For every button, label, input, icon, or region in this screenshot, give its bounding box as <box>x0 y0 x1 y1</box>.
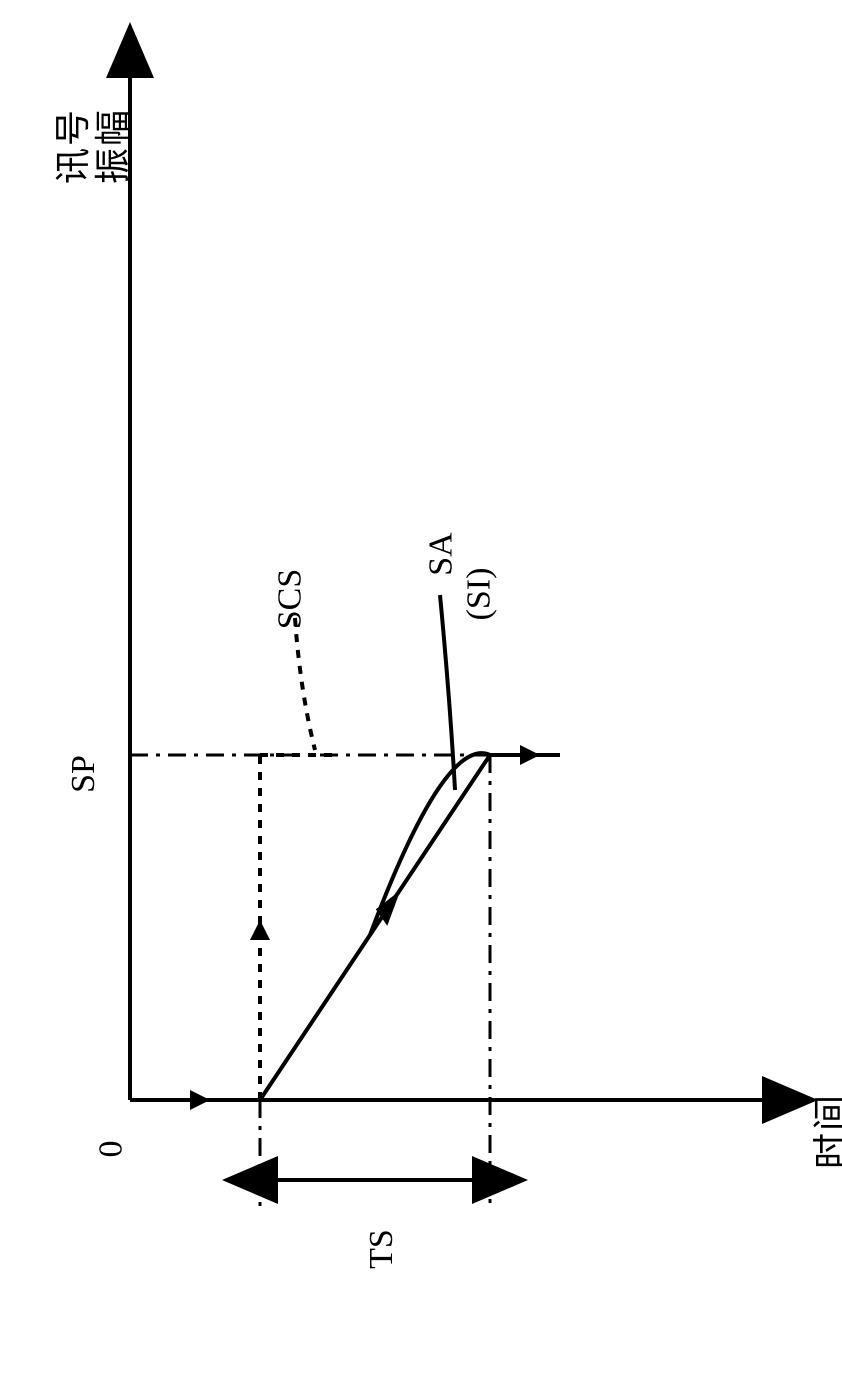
scs-vertical-arrowhead <box>250 920 270 940</box>
sa-label: SA <box>423 532 461 575</box>
ts-label: TS <box>363 1229 401 1269</box>
flat-arrowhead <box>520 745 540 765</box>
diagram-svg <box>0 0 842 1390</box>
y-axis-label-line2: 振幅 <box>84 108 136 184</box>
pre-ramp-arrowhead <box>190 1090 210 1110</box>
sp-label: SP <box>65 755 103 793</box>
x-axis-label: 时间 <box>802 1093 842 1169</box>
origin-label: 0 <box>93 1141 131 1158</box>
sa-leader <box>440 595 455 790</box>
scs-label: SCS <box>271 569 309 630</box>
scs-leader <box>295 618 315 750</box>
sa-ramp-line <box>260 755 490 1100</box>
signal-amplitude-diagram: 讯号 振幅 时间 0 SP SCS SA (SI) TS <box>0 0 842 1390</box>
si-label: (SI) <box>460 568 498 621</box>
